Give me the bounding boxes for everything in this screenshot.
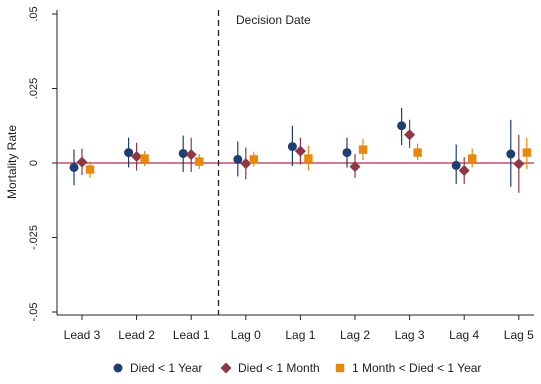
decision-date-annotation: Decision Date <box>236 13 311 27</box>
legend: Died < 1 Year Died < 1 Month 1 Month < Die… <box>113 361 481 375</box>
data-point <box>85 165 95 174</box>
data-point <box>413 148 422 157</box>
data-point <box>468 154 477 163</box>
x-tick-label: Lead 3 <box>64 328 101 342</box>
data-point <box>124 148 134 158</box>
data-point <box>522 148 531 157</box>
legend-label: Died < 1 Year <box>130 361 202 375</box>
legend-marker <box>335 363 345 373</box>
data-point <box>506 149 516 159</box>
data-point <box>185 149 197 161</box>
legend-label: Died < 1 Month <box>238 361 320 375</box>
legend-item: Died < 1 Year <box>113 361 202 375</box>
x-tick-label: Lead 2 <box>118 328 155 342</box>
data-point <box>233 154 243 164</box>
y-axis-label: Mortality Rate <box>5 125 19 199</box>
y-tick-label: -.05 <box>28 303 40 322</box>
y-tick-label: -.025 <box>28 225 40 250</box>
series-group <box>69 107 531 193</box>
x-tick-label: Lead 1 <box>173 328 210 342</box>
data-point <box>304 154 313 163</box>
data-point <box>69 162 79 172</box>
legend-marker <box>220 362 232 374</box>
y-tick-label: 0 <box>28 160 40 166</box>
y-ticks: -.05 -.025 0 .025 .05 <box>28 6 57 321</box>
x-tick-label: Lag 1 <box>285 328 315 342</box>
x-tick-label: Lag 3 <box>395 328 425 342</box>
legend-item: 1 Month < Died < 1 Year <box>335 361 481 375</box>
legend-item: Died < 1 Month <box>220 361 320 375</box>
data-point <box>358 145 368 154</box>
x-tick-label: Lag 4 <box>449 328 479 342</box>
data-point <box>513 158 525 170</box>
data-point <box>249 155 258 164</box>
data-point <box>240 158 252 170</box>
data-point <box>140 154 149 163</box>
data-point <box>349 161 361 173</box>
legend-marker <box>113 363 123 373</box>
x-ticks: Lead 3 Lead 2 Lead 1 Lag 0 Lag 1 Lag 2 Lag 3 La… <box>64 315 534 342</box>
series-3 <box>85 137 531 178</box>
data-point <box>397 121 407 131</box>
data-point <box>131 150 143 162</box>
data-point <box>287 142 297 152</box>
data-point <box>178 148 188 158</box>
x-tick-label: Lag 2 <box>340 328 370 342</box>
data-point <box>342 148 352 158</box>
legend-label: 1 Month < Died < 1 Year <box>352 361 481 375</box>
series-1 <box>69 107 516 187</box>
x-tick-label: Lag 5 <box>504 328 534 342</box>
data-point <box>294 145 306 157</box>
data-point <box>458 164 470 176</box>
x-tick-label: Lag 0 <box>231 328 261 342</box>
y-tick-label: .025 <box>28 78 40 99</box>
y-tick-label: .05 <box>28 6 40 21</box>
series-2 <box>76 119 525 193</box>
data-point <box>76 156 88 168</box>
data-point <box>404 129 416 141</box>
data-point <box>451 160 461 170</box>
data-point <box>195 157 204 166</box>
